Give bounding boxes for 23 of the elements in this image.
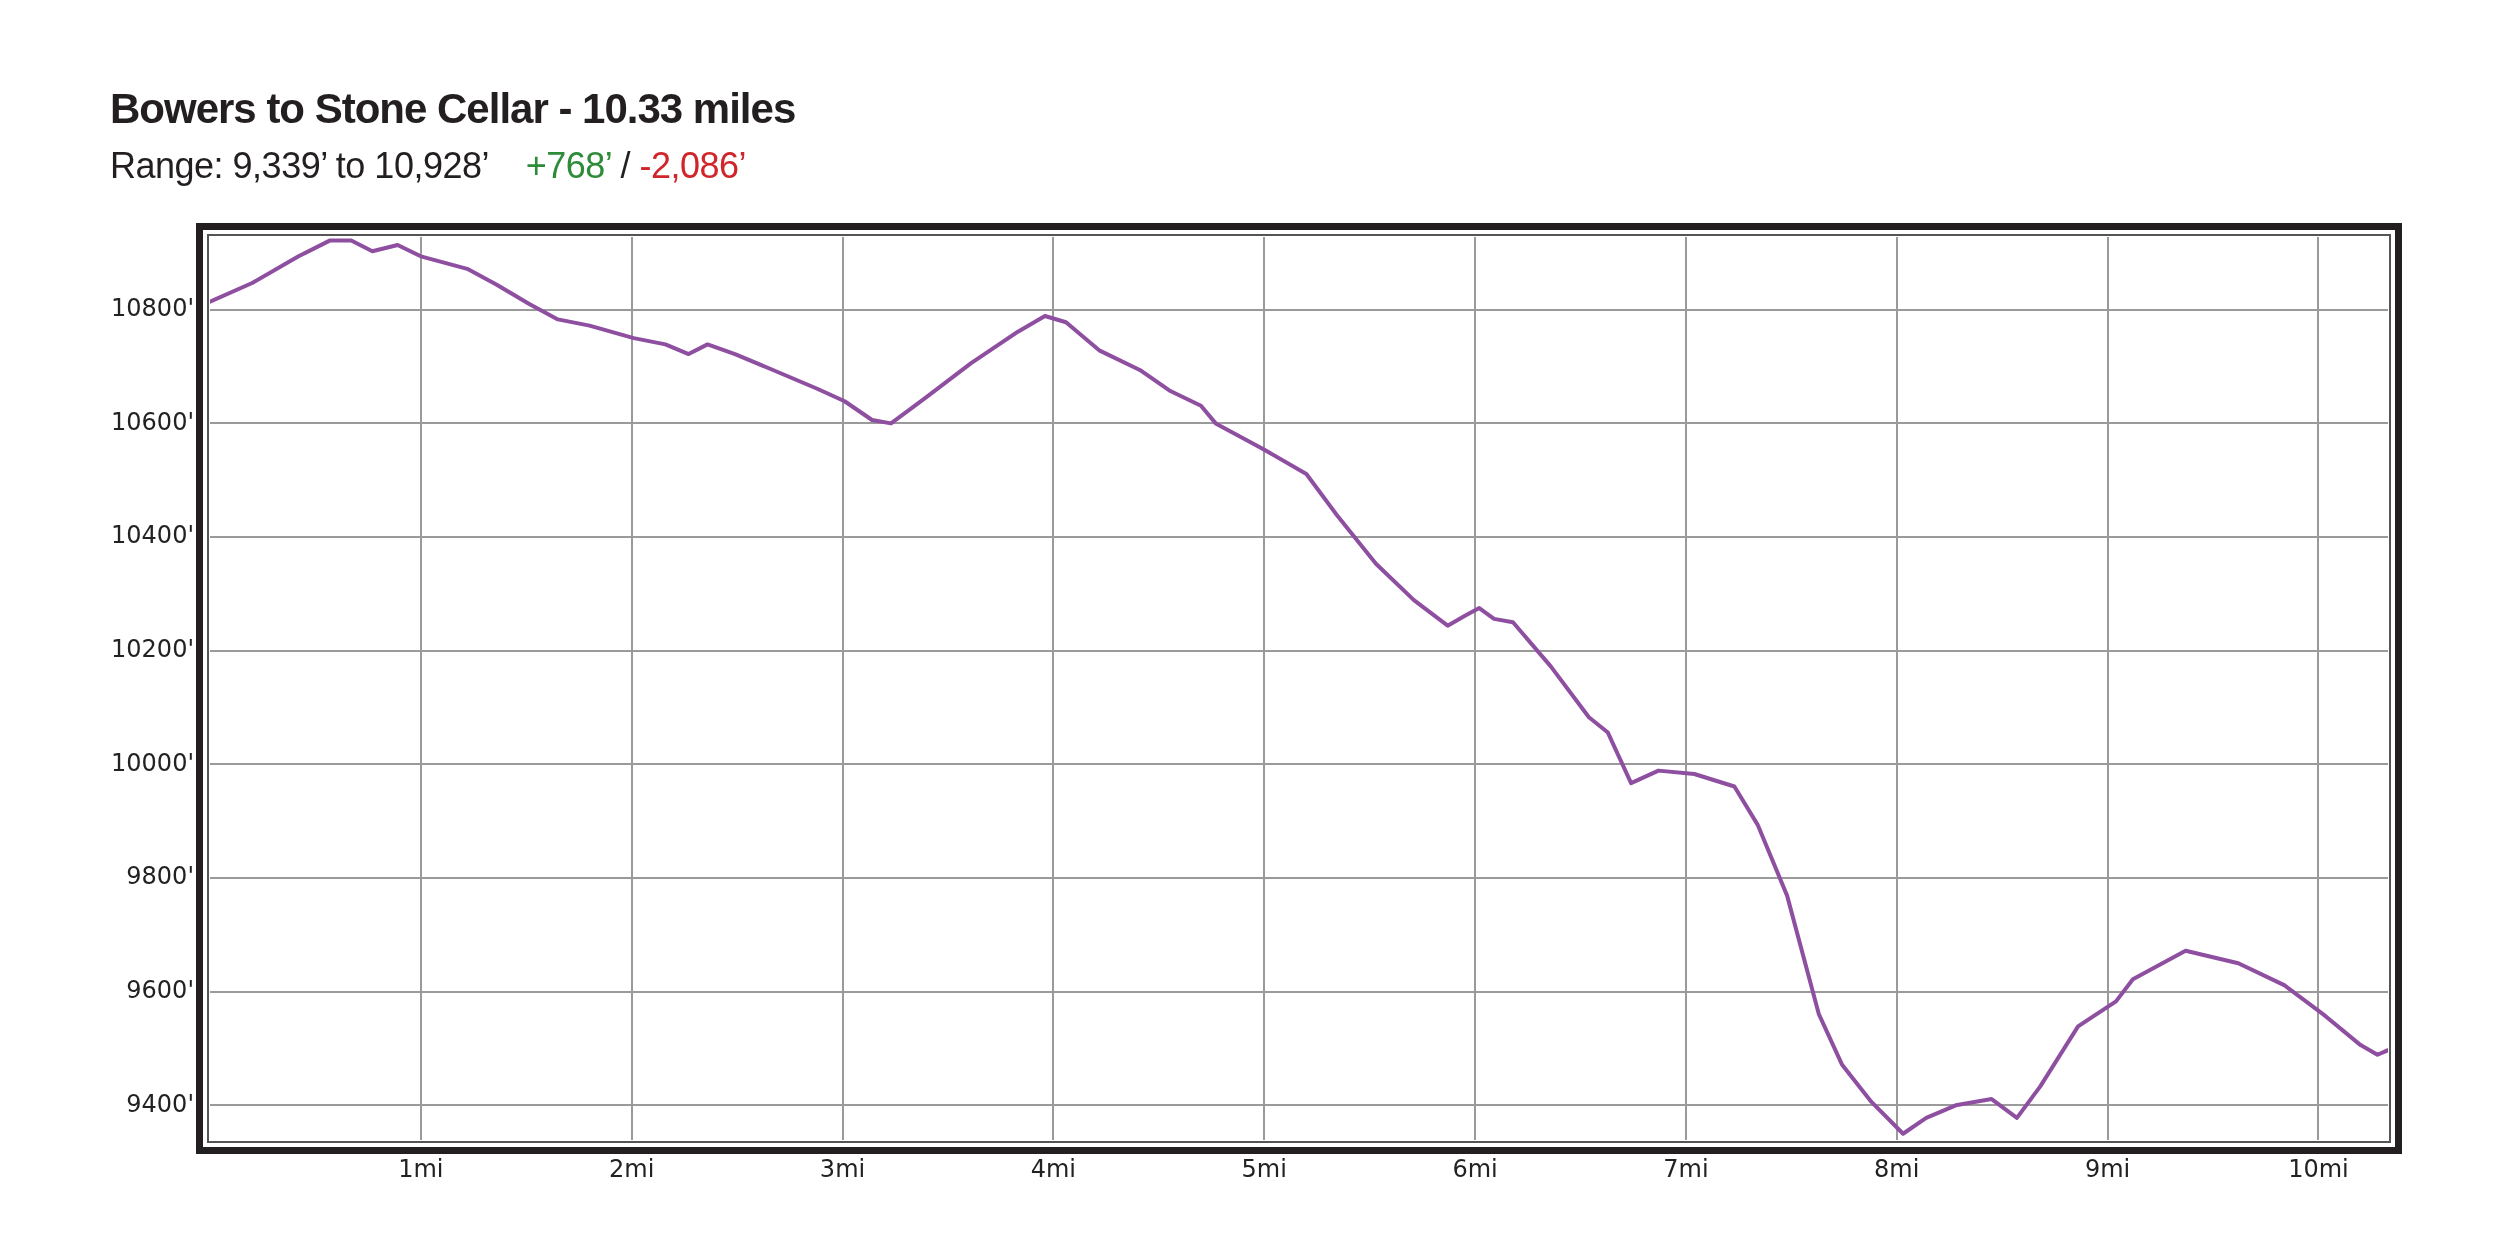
chart-title: Bowers to Stone Cellar - 10.33 miles [110,85,796,133]
text: -2,086’ [638,145,746,186]
x-tick-label: 8mi [1874,1154,1920,1183]
x-tick-label: 1mi [398,1154,444,1183]
y-tick-label: 10400' [111,521,194,550]
x-tick-label: 9mi [2084,1154,2131,1183]
y-tick-label: 10000' [111,748,194,777]
x-tick-label: 7mi [1663,1154,1709,1183]
chart-subtitle: Range: 9,339’ to 10,928’ [110,145,488,186]
y-tick-label: 10600' [111,407,194,436]
x-tick-label: 2mi [609,1154,655,1183]
y-tick-label: 9800' [126,862,194,891]
y-tick-label: 10800' [111,293,194,322]
text: / [619,145,630,186]
x-tick-label: 4mi [1030,1154,1077,1183]
y-tick-label: 9600' [126,975,194,1004]
x-tick-label: 3mi [819,1154,866,1183]
x-tick-label: 6mi [1452,1154,1498,1183]
y-tick-label: 9400' [126,1089,194,1118]
y-tick-label: 10200' [111,634,194,663]
x-tick-label: 10mi [2288,1154,2349,1183]
text: +768’ [524,145,611,186]
x-tick-label: 5mi [1241,1154,1287,1183]
